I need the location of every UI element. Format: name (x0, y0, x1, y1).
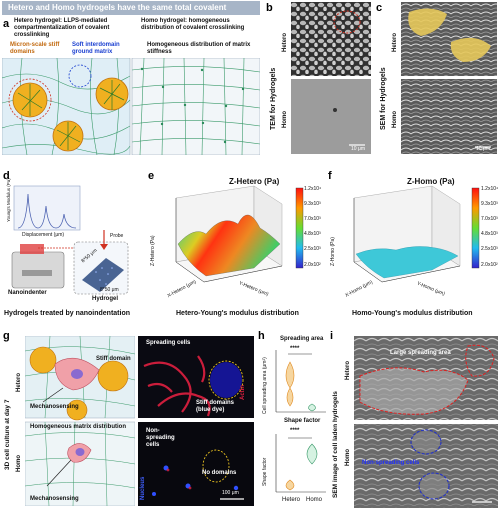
e-cbar-5: 2.0x10² (304, 262, 321, 268)
g-fluorescence-images (138, 336, 254, 506)
sem-side-label: SEM for Hydrogels (380, 67, 387, 130)
h-bottom-ylabel: Shape factor (262, 457, 268, 486)
g-actin-label: Actin (240, 385, 246, 400)
tem-hetero-label: Hetero (282, 32, 288, 52)
sem-hetero-label: Hetero (392, 32, 398, 52)
panel-e-letter: e (148, 170, 155, 182)
area-h-label: 8*50 μm (100, 287, 119, 293)
stiff-domain-blobs (12, 77, 129, 152)
f-cbar-3: 4.8x10³ (481, 231, 498, 237)
h-group-hetero: Hetero (282, 497, 301, 503)
panel-f-title: Z-Homo (Pa) (407, 177, 455, 186)
g-stiff-domain-label: Stiff domain (96, 356, 131, 362)
e-cbar-1: 9.3x10³ (304, 201, 321, 207)
g-mechanosensing-top: Mechanosensing (30, 404, 79, 410)
g-homo-label: Homo (16, 455, 22, 472)
panel-d-letter: d (3, 170, 10, 182)
modulus-ylabel: Young's Modulus (Pa) (6, 178, 11, 222)
panel-f-letter: f (328, 170, 332, 182)
hetero-hydrogel-title: Hetero hydrogel: LLPS-mediated compartme… (14, 18, 110, 38)
homo-surface-plot (353, 185, 480, 283)
g-homogeneous-label: Homogeneous matrix distribution (30, 424, 127, 430)
e-cbar-4: 2.5x10³ (304, 246, 321, 252)
f-cbar-1: 9.3x10³ (481, 201, 498, 207)
f-cbar-4: 2.5x10³ (481, 246, 498, 252)
tem-scale-label: 10 μm (351, 146, 365, 152)
nanoindent-schematic (11, 185, 129, 295)
g-mechanosensing-bottom: Mechanosensing (30, 496, 79, 502)
i-sem-images (354, 336, 498, 508)
soft-matrix-label: Soft interdomain ground matrix (72, 42, 120, 55)
panel-a-schematic (2, 58, 260, 155)
g-schematic (25, 336, 135, 506)
g-no-domains-label: No domains (202, 470, 237, 476)
g-stiff-dye-label: Stiff domains (blue dye) (196, 400, 235, 413)
i-large-area-label: Large spreading area (390, 350, 451, 356)
sem-homo-label: Homo (392, 111, 398, 128)
h-top-title: Spreading area (280, 336, 324, 342)
h-bottom-violin (275, 434, 326, 493)
e-zaxis-label: Z-Hetero (Pa) (150, 235, 156, 266)
h-bottom-title: Shape factor (284, 418, 321, 424)
g-nucleus-label: Nucleus (140, 476, 146, 500)
panel-a-letter: a (3, 18, 10, 30)
i-homo-label: Homo (345, 449, 351, 466)
h-top-ylabel: Cell spreading area (μm²) (262, 357, 268, 414)
tem-images (291, 2, 371, 154)
sem-images (401, 2, 497, 154)
panel-e-caption: Hetero-Young's modulus distribution (176, 310, 299, 317)
h-top-sig: **** (290, 346, 300, 352)
hetero-surface-plot (175, 185, 304, 283)
h-top-violin (275, 350, 326, 413)
panel-i-letter: i (330, 330, 334, 342)
i-hetero-label: Hetero (345, 360, 351, 380)
g-spreading-label: Spreading cells (146, 340, 191, 346)
e-cbar-0: 1.2x10⁴ (304, 186, 322, 192)
i-nonspreading-label: Non-spreading cells (362, 460, 420, 466)
i-side-label: SEM image of cell laden hydrogels (332, 391, 339, 498)
g-side-label: 3D cell culture at day 7 (4, 399, 11, 470)
panel-f-caption: Homo-Young's modulus distribution (352, 310, 473, 317)
e-cbar-2: 7.0x10³ (304, 216, 321, 222)
sem-scale-label: 10 μm (476, 146, 490, 152)
tem-side-label: TEM for Hydrogels (270, 67, 277, 130)
g-scale-label: 100 μm (222, 490, 239, 496)
homo-hydrogel-title: Homo hydrogel: homogeneous distribution … (141, 18, 245, 31)
panel-h-letter: h (258, 330, 265, 342)
homo-stiffness-label: Homogeneous distribution of matrix stiff… (147, 42, 251, 55)
panel-a-banner: Hetero and Homo hydrogels have the same … (2, 1, 260, 26)
probe-label: Probe (110, 233, 124, 239)
f-cbar-2: 7.0x10³ (481, 216, 498, 222)
panel-e-title: Z-Hetero (Pa) (229, 177, 280, 186)
f-cbar-0: 1.2x10⁴ (481, 186, 499, 192)
displacement-label: Displacement (μm) (22, 232, 65, 238)
nanoindenter-label: Nanoindenter (8, 290, 47, 296)
g-nonspreading-label: Non-spreading cells (146, 428, 175, 448)
f-cbar-5: 2.0x10² (481, 262, 498, 268)
panel-b-letter: b (266, 2, 273, 14)
f-zaxis-label: Z-Homo (Pa) (330, 237, 336, 266)
panel-c-letter: c (376, 2, 383, 14)
panel-d-caption: Hydrogels treated by nanoindentation (4, 310, 131, 317)
e-cbar-3: 4.8x10³ (304, 231, 321, 237)
hydrogel-label: Hydrogel (92, 296, 119, 302)
g-hetero-label: Hetero (16, 372, 22, 392)
stiff-domains-label: Micron-scale stiff domains (10, 42, 60, 55)
h-bottom-sig: **** (290, 428, 300, 434)
h-group-homo: Homo (306, 497, 323, 503)
panel-g-letter: g (3, 330, 10, 342)
tem-homo-label: Homo (282, 111, 288, 128)
